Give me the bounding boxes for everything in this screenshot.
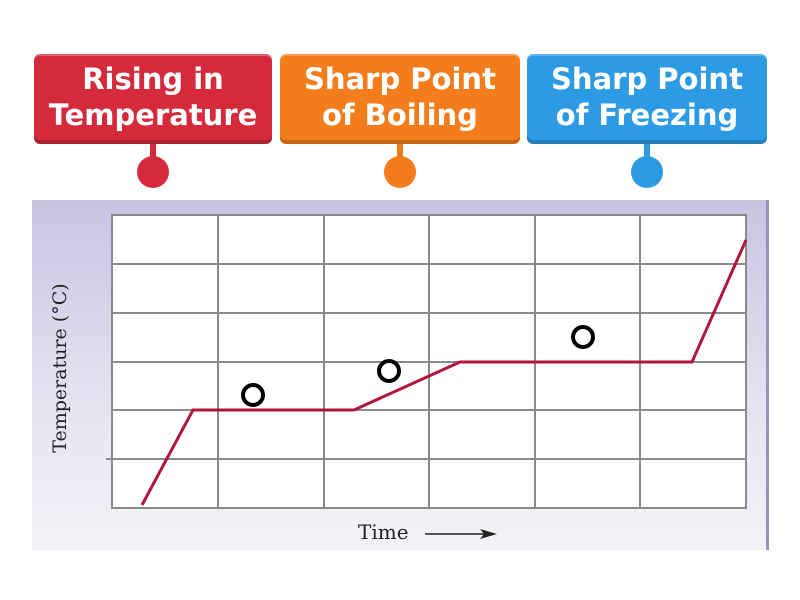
label-pin-stem [150, 144, 156, 166]
label-line-1: Sharp Point [551, 62, 743, 96]
heating-curve-line [140, 239, 748, 506]
label-line-1: Rising in [82, 62, 224, 96]
label-pin-knob[interactable] [137, 156, 169, 188]
label-pin-knob[interactable] [384, 156, 416, 188]
panel-edge [766, 200, 769, 550]
label-line-2: of Boiling [322, 98, 478, 132]
grid-lines [106, 215, 746, 508]
y-axis-label: Temperature (°C) [49, 283, 71, 453]
label-pin-stem [397, 144, 403, 166]
label-line-2: of Freezing [555, 98, 739, 132]
label-sharp-point-of-freezing[interactable]: Sharp Point of Freezing [527, 54, 767, 144]
drop-target-3[interactable] [571, 325, 595, 349]
label-pin-stem [644, 144, 650, 166]
label-pin-knob[interactable] [631, 156, 663, 188]
label-sharp-point-of-boiling[interactable]: Sharp Point of Boiling [280, 54, 520, 144]
drop-target-2[interactable] [377, 359, 401, 383]
label-rising-in-temperature[interactable]: Rising in Temperature [34, 54, 272, 144]
x-axis-label: Time [358, 520, 409, 544]
drop-target-1[interactable] [241, 383, 265, 407]
label-line-2: Temperature [48, 98, 258, 132]
label-line-1: Sharp Point [304, 62, 496, 96]
